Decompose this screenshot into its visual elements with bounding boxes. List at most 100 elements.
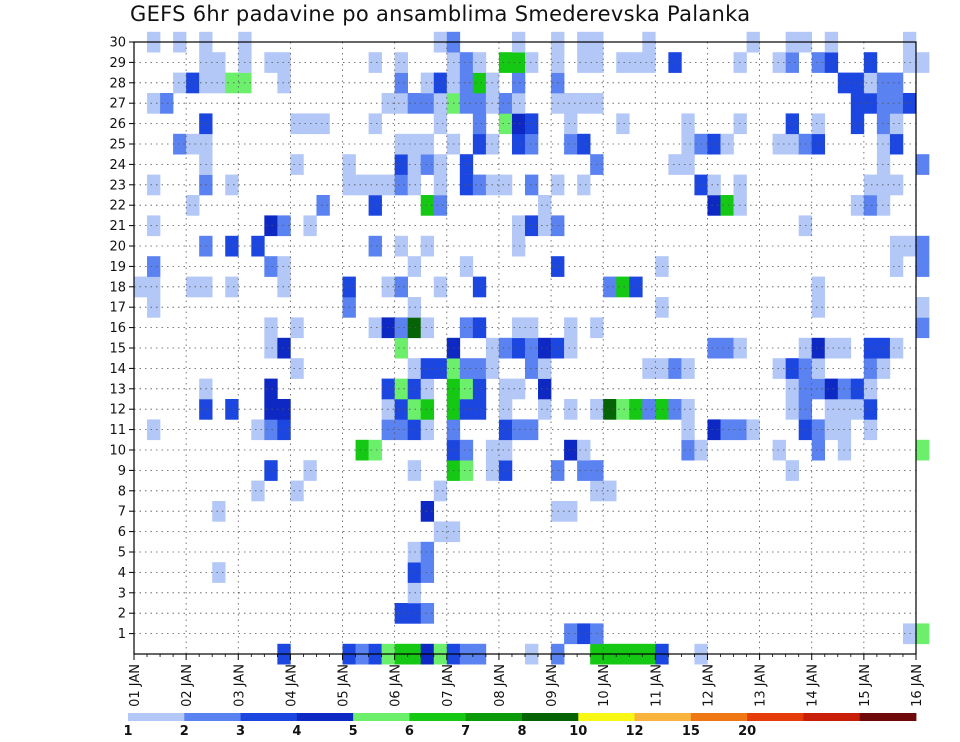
precip-cell: [525, 174, 539, 196]
precip-cell: [212, 52, 226, 73]
colorbar-swatch: [240, 713, 298, 721]
precip-cell: [511, 317, 526, 339]
x-tick-label: 05 JAN: [337, 664, 352, 707]
precip-cell: [420, 501, 435, 522]
precip-cell: [459, 399, 474, 420]
precip-cell: [420, 562, 435, 583]
precip-cell: [407, 174, 422, 196]
precip-cell: [264, 317, 278, 339]
precip-cell: [420, 72, 435, 94]
ensemble-cells: [134, 31, 930, 665]
precip-cell: [173, 72, 187, 94]
y-tick-label: 23: [109, 178, 126, 193]
precip-cell: [772, 52, 786, 73]
precip-cell: [603, 276, 617, 298]
x-tick-label: 10 JAN: [597, 664, 612, 707]
colorbar-label: 10: [569, 724, 587, 739]
precip-cell: [420, 399, 435, 420]
precip-cell: [681, 439, 695, 461]
precip-cell: [889, 174, 904, 196]
precip-cell: [264, 460, 278, 481]
precip-cell: [277, 256, 291, 277]
x-tick-label: 06 JAN: [389, 664, 404, 707]
gridlines: [133, 41, 917, 654]
precip-cell: [225, 276, 239, 298]
precip-cell: [863, 174, 878, 196]
precip-cell: [889, 337, 904, 359]
y-tick-label: 13: [109, 382, 126, 397]
y-tick-label: 4: [118, 566, 126, 581]
precip-cell: [459, 358, 474, 379]
precip-cell: [603, 480, 617, 502]
precip-cell: [498, 439, 513, 461]
precip-cell: [850, 93, 865, 114]
precip-cell: [225, 235, 239, 257]
precip-cell: [459, 439, 474, 461]
precip-cell: [811, 52, 826, 73]
x-axis: 01 JAN 02 JAN 03 JAN 04 JAN 05 JAN 06 JAN 07 J…: [128, 654, 925, 707]
precip-cell: [394, 52, 408, 73]
x-tick-label: 15 JAN: [858, 664, 873, 707]
precip-cell: [407, 562, 422, 583]
precip-cell: [538, 215, 552, 237]
precip-cell: [811, 113, 826, 135]
precip-cell: [824, 419, 839, 441]
precip-cell: [525, 113, 539, 135]
precip-cell: [538, 399, 552, 420]
precip-cell: [212, 501, 226, 522]
precip-cell: [772, 133, 786, 155]
y-tick-label: 6: [118, 525, 126, 540]
precip-cell: [290, 317, 304, 339]
precip-cell: [394, 174, 408, 196]
precip-cell: [811, 133, 826, 155]
precip-cell: [407, 256, 422, 277]
precip-cell: [889, 256, 904, 277]
precip-cell: [720, 419, 734, 441]
x-tick-label: 13 JAN: [754, 664, 769, 707]
precip-cell: [681, 399, 695, 420]
precip-cell: [459, 52, 474, 73]
colorbar-swatch: [803, 713, 861, 721]
precip-cell: [850, 399, 865, 420]
precip-cell: [147, 276, 161, 298]
precip-cell: [811, 378, 826, 400]
precip-cell: [525, 52, 539, 73]
precip-cell: [564, 133, 578, 155]
precip-cell: [277, 52, 291, 73]
precip-cell: [368, 52, 382, 73]
precip-cell: [407, 297, 422, 318]
colorbar-swatch: [184, 713, 241, 721]
precip-cell: [850, 72, 865, 94]
precip-cell: [538, 378, 552, 400]
precip-cell: [720, 133, 734, 155]
precip-cell: [746, 419, 760, 441]
precip-cell: [147, 174, 161, 196]
precip-cell: [173, 133, 187, 155]
precip-cell: [472, 378, 487, 400]
precip-cell: [850, 378, 865, 400]
precip-cell: [160, 93, 174, 114]
precip-cell: [511, 52, 526, 73]
precip-cell: [876, 72, 891, 94]
precip-cell: [863, 358, 878, 379]
precip-cell: [681, 113, 695, 135]
precip-cell: [850, 113, 865, 135]
precip-cell: [394, 235, 408, 257]
precip-cell: [668, 399, 682, 420]
precip-cell: [407, 603, 422, 624]
precip-cell: [407, 582, 422, 604]
precip-cell: [564, 623, 578, 645]
precip-cell: [368, 317, 382, 339]
precip-cell: [511, 93, 526, 114]
precip-cell: [394, 399, 408, 420]
precip-cell: [498, 378, 513, 400]
precip-cell: [707, 337, 721, 359]
precip-cell: [511, 419, 526, 441]
colorbar-label: 1: [123, 724, 132, 739]
precip-cell: [407, 358, 422, 379]
precip-cell: [616, 276, 630, 298]
y-tick-label: 27: [109, 97, 126, 112]
precip-cell: [186, 276, 200, 298]
precip-cell: [681, 133, 695, 155]
precip-cell: [420, 358, 435, 379]
